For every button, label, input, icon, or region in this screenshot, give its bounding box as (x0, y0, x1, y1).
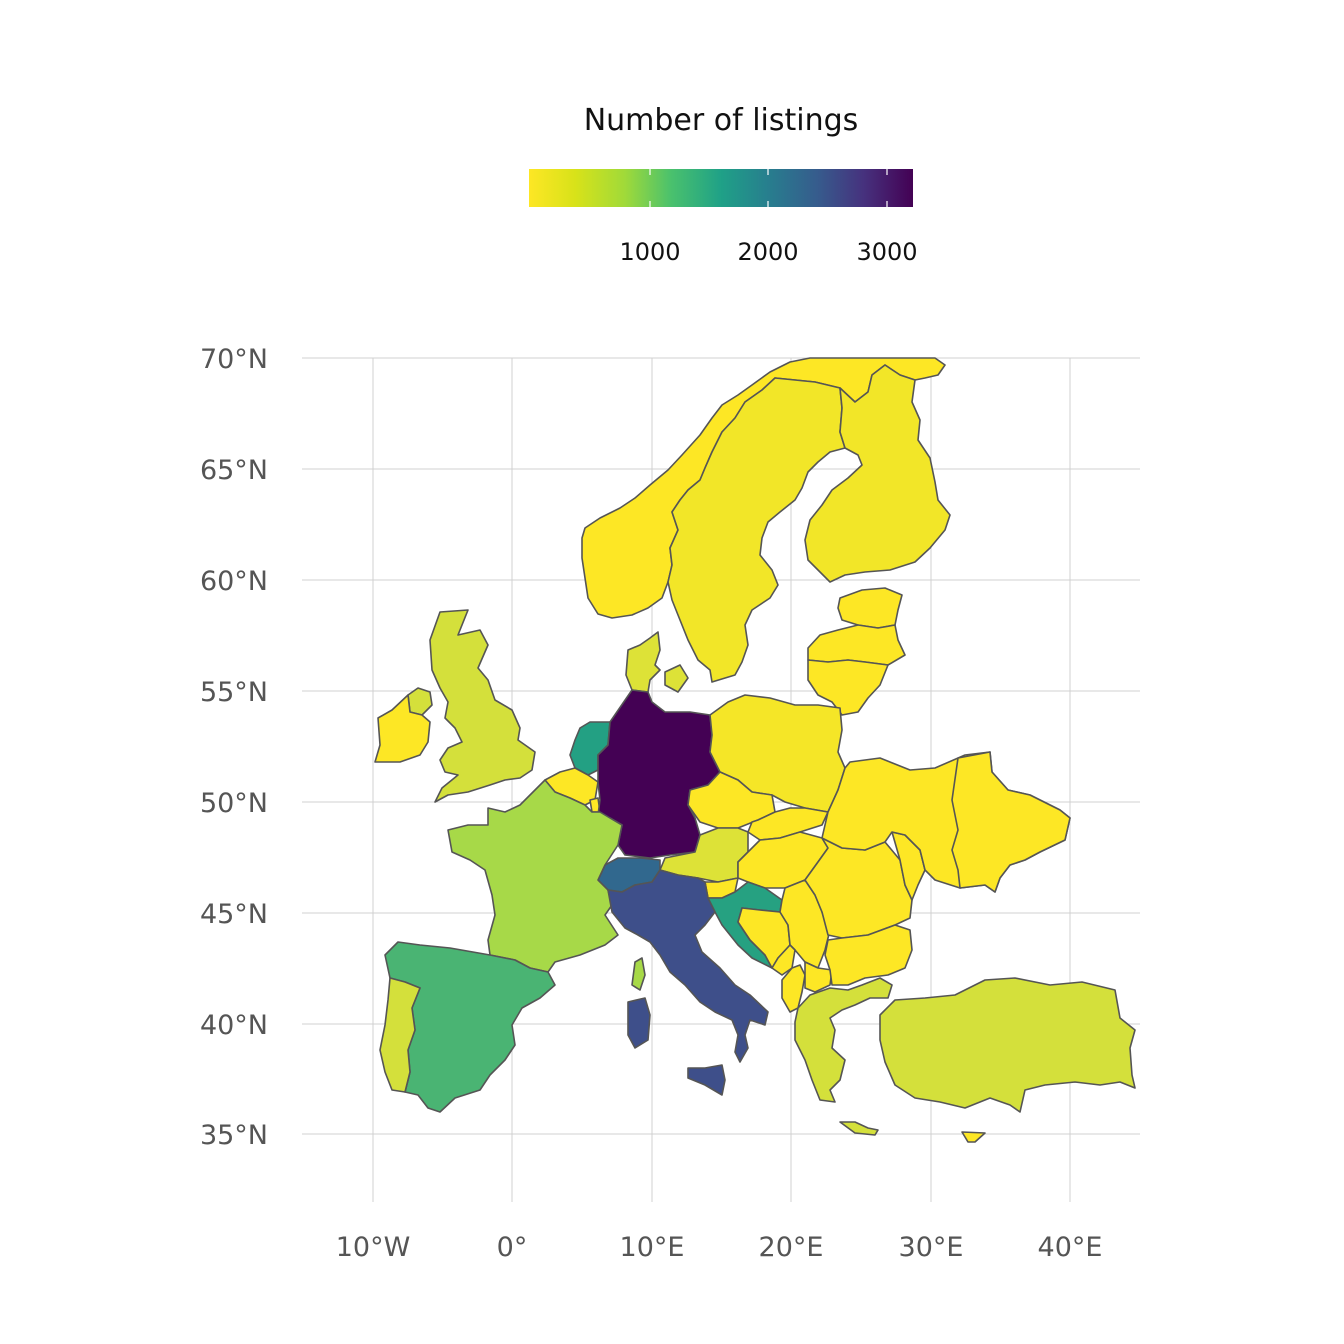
country-north-macedonia[interactable] (804, 961, 833, 993)
y-axis: 70°N 65°N 60°N 55°N 50°N 45°N 40°N 35°N (200, 344, 268, 1151)
x-axis-label: 10°E (620, 1232, 685, 1263)
y-axis-label: 65°N (200, 455, 268, 486)
country-corsica[interactable] (631, 957, 646, 991)
country-finland[interactable] (804, 364, 951, 583)
country-ukraine[interactable] (951, 751, 1071, 893)
country-turkey[interactable] (879, 977, 1136, 1113)
country-estonia[interactable] (837, 587, 903, 629)
legend-title: Number of listings (584, 103, 859, 138)
country-sardinia[interactable] (627, 997, 651, 1049)
country-northern-ireland[interactable] (407, 687, 433, 716)
legend-ticks (649, 169, 888, 207)
legend: Number of listings 1000 2000 3000 (529, 103, 918, 266)
country-france[interactable] (447, 779, 623, 973)
country-latvia[interactable] (807, 624, 906, 666)
country-ireland[interactable] (374, 694, 431, 763)
country-sicily[interactable] (687, 1064, 726, 1096)
y-axis-label: 55°N (200, 677, 268, 708)
y-axis-label: 40°N (200, 1010, 268, 1041)
legend-tick-label: 2000 (737, 238, 798, 266)
country-lithuania[interactable] (807, 659, 889, 716)
country-italy[interactable] (607, 869, 769, 1063)
country-crete[interactable] (839, 1121, 879, 1136)
country-portugal[interactable] (379, 977, 421, 1093)
x-axis-label: 10°W (336, 1232, 411, 1263)
x-axis-label: 0° (497, 1232, 528, 1263)
y-axis-label: 60°N (200, 566, 268, 597)
country-slovakia[interactable] (747, 807, 829, 841)
legend-tick-label: 1000 (619, 238, 680, 266)
x-axis-label: 30°E (899, 1232, 964, 1263)
legend-colorbar (529, 169, 913, 207)
country-denmark[interactable] (625, 631, 661, 693)
x-axis-label: 40°E (1038, 1232, 1103, 1263)
x-axis-label: 20°E (759, 1232, 824, 1263)
country-bulgaria[interactable] (824, 924, 913, 986)
y-axis-label: 50°N (200, 788, 268, 819)
x-axis: 10°W 0° 10°E 20°E 30°E 40°E (336, 1232, 1103, 1263)
country-greece[interactable] (794, 977, 893, 1103)
y-axis-label: 45°N (200, 899, 268, 930)
country-zealand[interactable] (664, 664, 689, 693)
y-axis-label: 70°N (200, 344, 268, 375)
country-montenegro[interactable] (771, 944, 796, 976)
country-united-kingdom[interactable] (429, 609, 536, 803)
y-axis-label: 35°N (200, 1120, 268, 1151)
legend-tick-label: 3000 (856, 238, 917, 266)
country-cyprus[interactable] (961, 1131, 986, 1143)
countries (374, 357, 1136, 1143)
